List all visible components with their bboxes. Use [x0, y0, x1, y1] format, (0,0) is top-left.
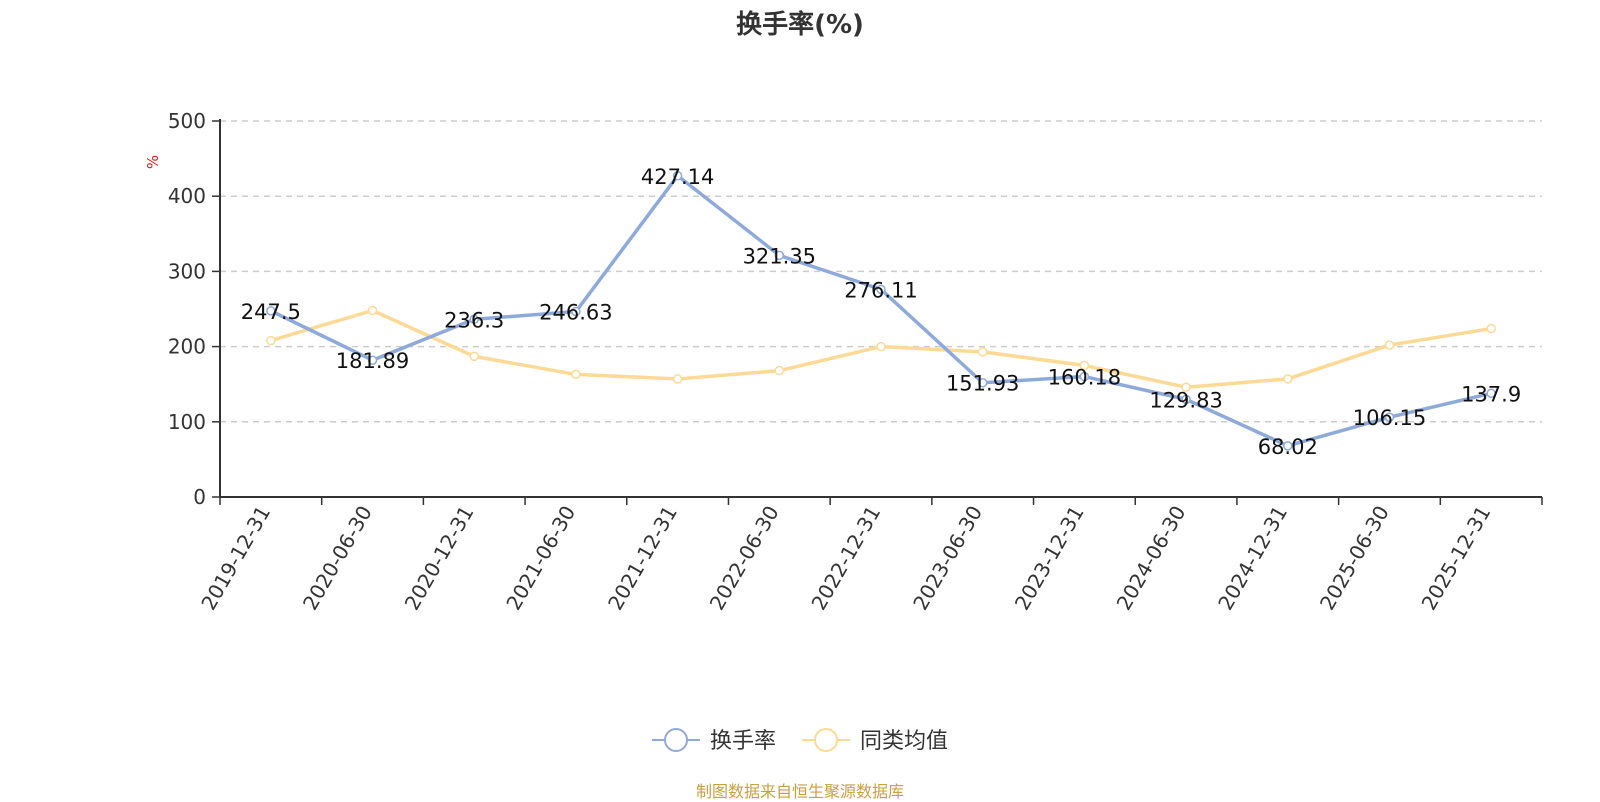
data-labels: 247.5 181.89 236.3 246.63 427.14 321.35 276.11… [241, 165, 1521, 459]
data-point [571, 306, 581, 317]
data-point [367, 305, 378, 316]
legend-label: 同类均值 [860, 729, 948, 754]
data-point [367, 355, 378, 365]
legend-marker [814, 728, 838, 752]
y-tick-label: 100 [168, 410, 206, 434]
data-point [774, 250, 785, 261]
data-label: 129.83 [1149, 388, 1222, 412]
data-label: 106.15 [1353, 406, 1426, 430]
grid-lines [220, 120, 1542, 423]
data-point [977, 377, 988, 388]
data-point [774, 365, 785, 376]
data-label: 68.02 [1258, 435, 1318, 459]
x-tick-label: 2021-06-30 [501, 502, 580, 615]
x-tick-label: 2025-12-31 [1417, 502, 1496, 615]
data-point [876, 341, 886, 352]
x-tick-label: 2023-12-31 [1010, 502, 1089, 615]
data-label: 276.11 [844, 278, 917, 302]
y-axis-unit-label: % [144, 155, 162, 169]
data-point [1384, 412, 1395, 422]
data-point [1079, 371, 1090, 382]
x-tick-label: 2023-06-30 [908, 502, 987, 615]
x-axis-ticks: 2019-12-31 2020-06-30 2020-12-31 2021-06-30… [196, 497, 1543, 615]
data-point [1181, 382, 1191, 392]
data-point [266, 335, 276, 346]
data-point [977, 347, 988, 357]
legend: 换手率 同类均值 [652, 728, 948, 754]
data-label: 137.9 [1461, 382, 1521, 406]
x-tick-label: 2022-06-30 [705, 502, 784, 615]
data-label: 236.3 [444, 308, 504, 332]
data-label: 247.5 [241, 300, 301, 324]
data-point [1486, 323, 1496, 334]
data-label: 160.18 [1048, 366, 1121, 390]
chart-title: 换手率(%) [736, 10, 864, 40]
y-tick-label: 500 [168, 109, 206, 133]
data-point [1384, 340, 1395, 350]
axes [219, 119, 1542, 498]
data-label: 427.14 [641, 165, 714, 189]
y-tick-label: 300 [168, 259, 206, 283]
data-point [672, 374, 683, 384]
data-point [1486, 388, 1496, 399]
data-point [1079, 360, 1090, 371]
data-point [672, 171, 683, 181]
data-point [571, 369, 581, 380]
x-tick-label: 2021-12-31 [603, 502, 682, 615]
x-tick-label: 2020-12-31 [400, 502, 479, 615]
y-tick-label: 200 [168, 335, 206, 359]
y-tick-label: 0 [193, 485, 206, 509]
x-tick-label: 2022-12-31 [806, 502, 885, 615]
data-label: 151.93 [946, 372, 1019, 396]
y-axis-ticks: 0 100 200 300 400 500 [168, 109, 220, 509]
data-label: 321.35 [743, 244, 816, 268]
legend-label: 换手率 [710, 729, 776, 754]
data-point [876, 284, 886, 295]
data-label: 181.89 [336, 349, 409, 373]
data-point [469, 351, 479, 362]
x-tick-label: 2024-12-31 [1213, 502, 1292, 615]
x-tick-label: 2025-06-30 [1315, 502, 1394, 615]
data-label: 246.63 [539, 301, 612, 325]
data-point [469, 314, 479, 325]
legend-marker [664, 728, 688, 752]
data-point [266, 306, 276, 316]
x-tick-label: 2020-06-30 [298, 502, 377, 615]
x-tick-label: 2019-12-31 [196, 502, 275, 615]
data-point [1283, 441, 1293, 451]
y-tick-label: 400 [168, 184, 206, 208]
data-point [1181, 394, 1191, 405]
source-note: 制图数据来自恒生聚源数据库 [695, 782, 904, 801]
x-tick-label: 2024-06-30 [1112, 502, 1191, 615]
series-layer [266, 171, 1496, 451]
data-point [1283, 374, 1293, 384]
